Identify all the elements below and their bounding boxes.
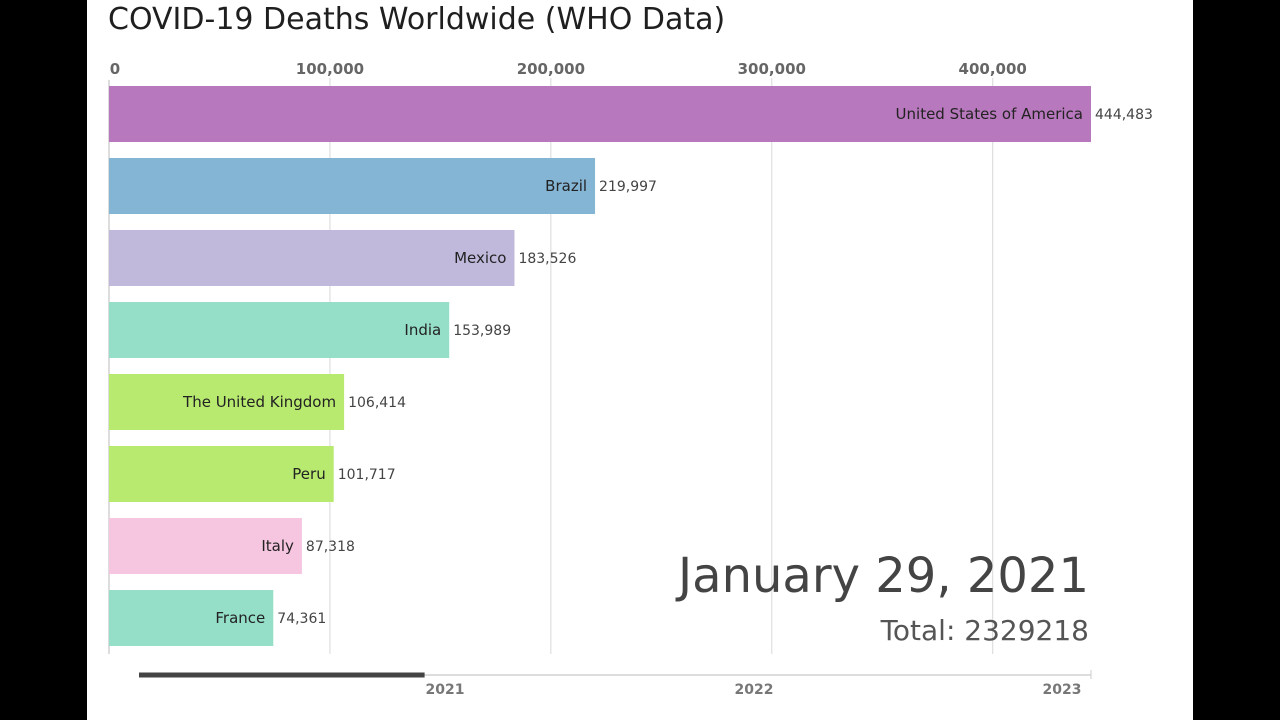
x-tick-label: 300,000 xyxy=(738,60,806,78)
bar xyxy=(109,230,515,286)
bar-value-label: 74,361 xyxy=(277,611,326,627)
timeline-year-label: 2022 xyxy=(735,682,774,698)
chart-title: COVID-19 Deaths Worldwide (WHO Data) xyxy=(108,2,726,37)
bar-category-label: France xyxy=(215,609,265,627)
bar-category-label: Italy xyxy=(261,537,294,555)
bar-value-label: 219,997 xyxy=(599,179,657,195)
bar-value-label: 183,526 xyxy=(518,251,576,267)
bar xyxy=(109,158,596,214)
bar-value-label: 153,989 xyxy=(453,323,511,339)
bar-value-label: 87,318 xyxy=(306,539,355,555)
x-tick-label: 0 xyxy=(110,60,120,78)
x-tick-label: 100,000 xyxy=(296,60,364,78)
bar-category-label: Mexico xyxy=(454,249,506,267)
timeline-year-label: 2023 xyxy=(1043,682,1082,698)
bar-value-label: 101,717 xyxy=(338,467,396,483)
total-label: Total: 2329218 xyxy=(880,614,1089,647)
chart-frame: COVID-19 Deaths Worldwide (WHO Data) 0 10… xyxy=(87,0,1193,720)
bar-category-label: India xyxy=(404,321,441,339)
x-tick-label: 200,000 xyxy=(517,60,585,78)
bar xyxy=(109,446,334,502)
timeline-year-label: 2021 xyxy=(426,682,465,698)
bar-category-label: The United Kingdom xyxy=(182,393,336,411)
bar xyxy=(109,518,302,574)
bar xyxy=(109,302,450,358)
bar-category-label: United States of America xyxy=(896,105,1083,123)
bar-chart: 0 100,000 200,000 300,000 400,000 United Stat… xyxy=(108,60,1153,698)
bar-value-label: 106,414 xyxy=(348,395,406,411)
x-tick-label: 400,000 xyxy=(959,60,1027,78)
bar-category-label: Peru xyxy=(292,465,325,483)
date-label: January 29, 2021 xyxy=(678,548,1089,604)
bar xyxy=(109,86,1091,142)
bar-category-label: Brazil xyxy=(545,177,587,195)
bar xyxy=(109,374,345,430)
bar-value-label: 444,483 xyxy=(1095,107,1153,123)
bar xyxy=(109,590,274,646)
